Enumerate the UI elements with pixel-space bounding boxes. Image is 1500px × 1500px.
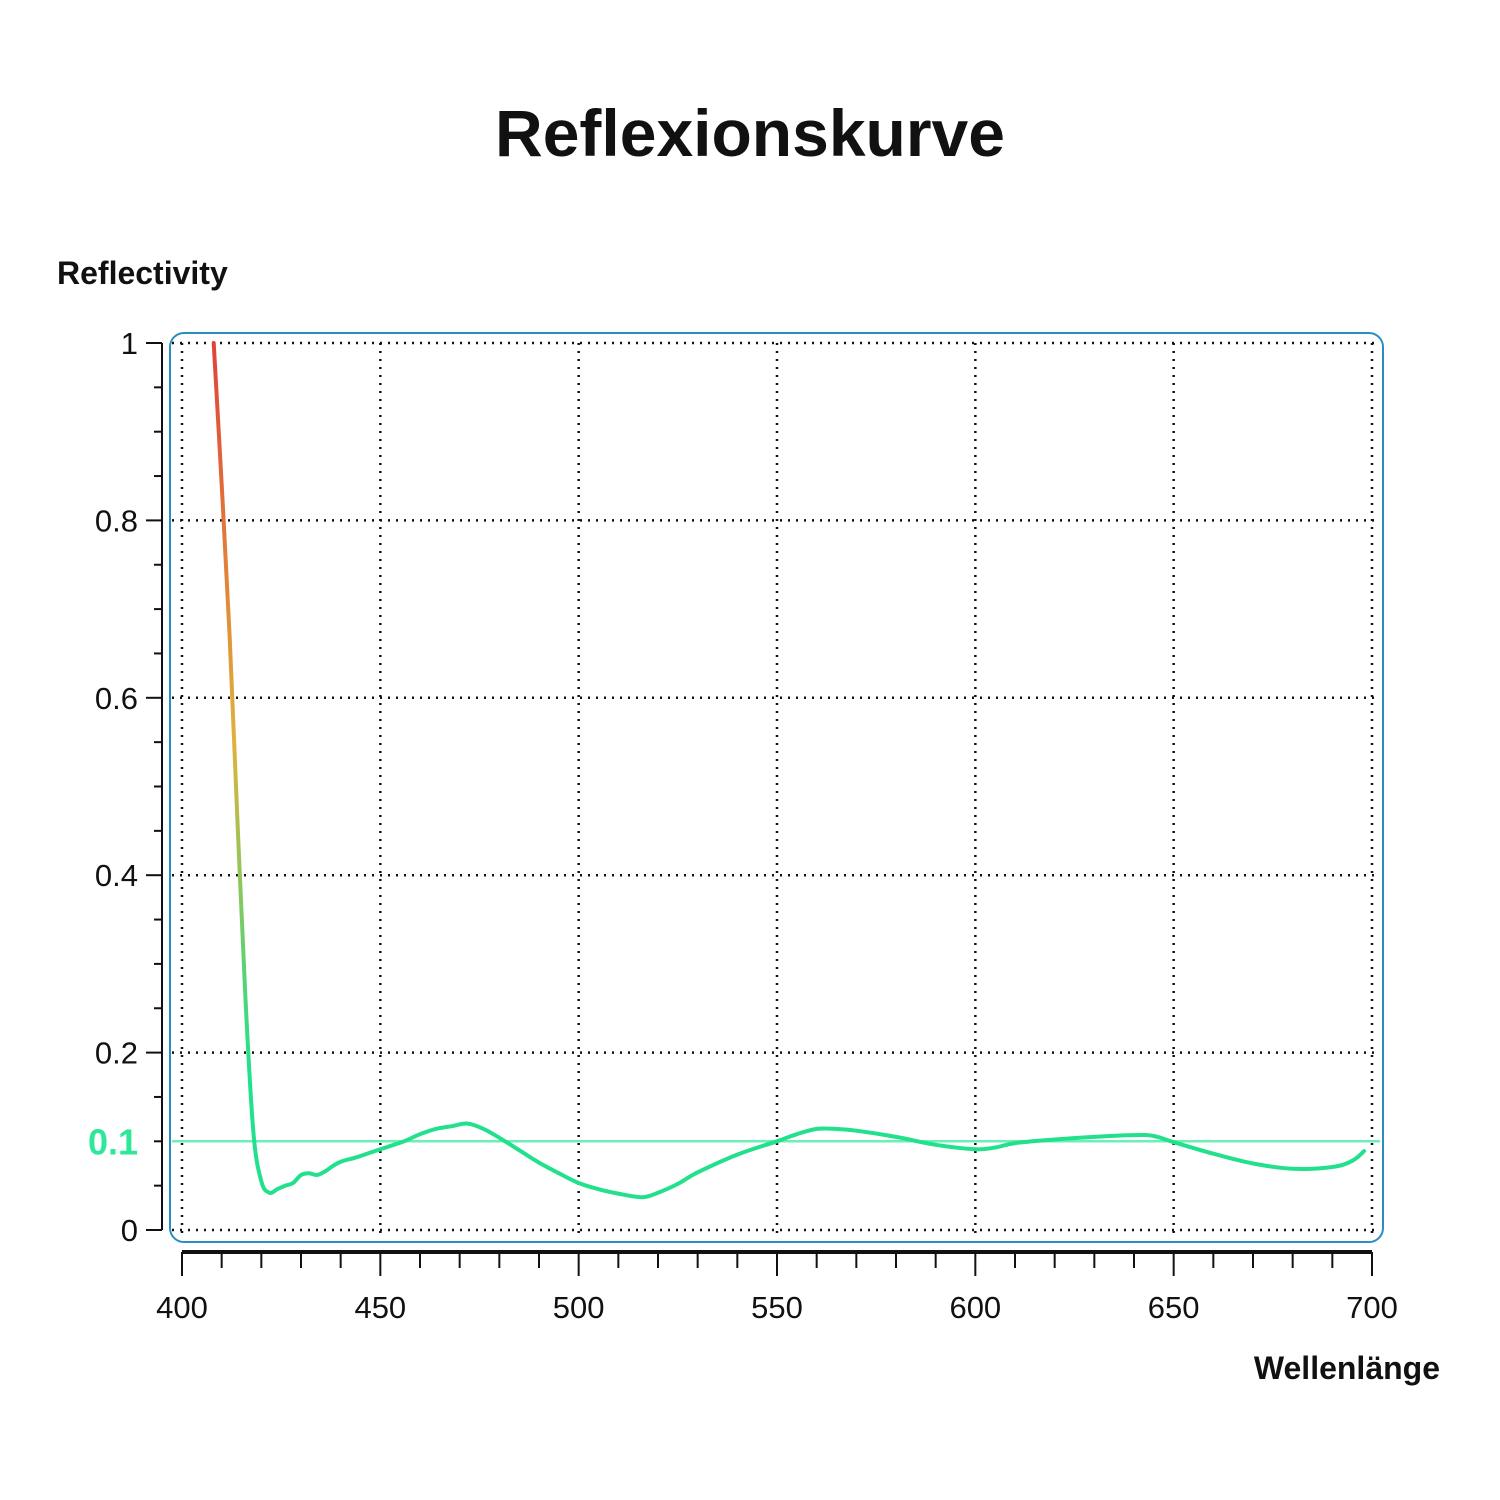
chart-title: Reflexionskurve: [495, 96, 1005, 170]
x-tick-label: 650: [1148, 1290, 1200, 1325]
x-tick-label: 400: [156, 1290, 208, 1325]
reference-line-label: 0.1: [88, 1121, 138, 1162]
y-tick-label: 0.4: [95, 858, 138, 893]
x-tick-label: 700: [1346, 1290, 1398, 1325]
x-tick-label: 500: [553, 1290, 605, 1325]
x-tick-label: 600: [949, 1290, 1001, 1325]
x-tick-label: 450: [354, 1290, 406, 1325]
x-axis-label: Wellenlänge: [1253, 1350, 1440, 1386]
series-group: [211, 341, 1367, 1200]
plot-frame: [169, 332, 1384, 1243]
y-tick-label: 1: [121, 326, 138, 361]
grid: [172, 341, 1380, 1238]
reflectivity-curve: [211, 341, 1367, 1200]
y-tick-label: 0: [121, 1213, 138, 1248]
tick-labels: 0 0.2 0.4 0.6 0.8 1 400 450 500 550 600 650 700: [95, 326, 1398, 1325]
x-tick-label: 550: [751, 1290, 803, 1325]
y-axis-label: Reflectivity: [57, 255, 228, 291]
y-tick-label: 0.2: [95, 1036, 138, 1071]
y-tick-label: 0.8: [95, 503, 138, 538]
axes: [146, 342, 1373, 1276]
y-tick-label: 0.6: [95, 681, 138, 716]
